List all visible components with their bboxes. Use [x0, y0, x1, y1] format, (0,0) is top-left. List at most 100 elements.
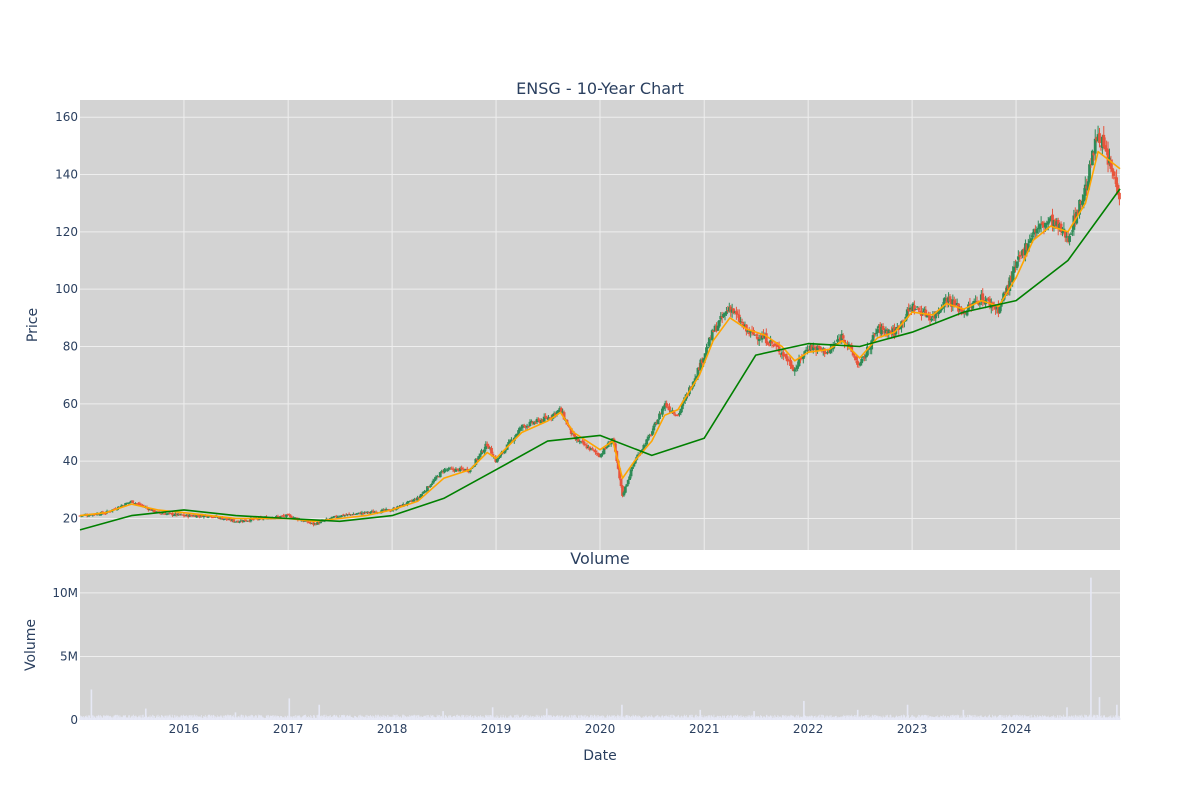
- volume-bar: [764, 716, 766, 720]
- volume-bar: [165, 715, 166, 720]
- volume-bar: [708, 715, 710, 720]
- candle-body: [290, 517, 294, 519]
- volume-bar: [1080, 716, 1082, 720]
- volume-bar: [193, 715, 195, 720]
- candle-body: [169, 513, 173, 515]
- volume-bar: [499, 717, 501, 720]
- volume-bar: [191, 715, 193, 720]
- volume-bar: [184, 715, 186, 720]
- volume-bar: [366, 717, 367, 720]
- volume-bar: [464, 717, 466, 720]
- volume-bar: [170, 717, 172, 720]
- volume-bar: [1084, 714, 1086, 720]
- candle-body: [256, 518, 260, 520]
- volume-bar: [1097, 715, 1099, 720]
- volume-bar: [526, 715, 528, 720]
- volume-bar: [395, 714, 397, 720]
- volume-bar: [170, 716, 171, 720]
- volume-bar: [932, 716, 934, 720]
- candle-body: [856, 360, 859, 365]
- volume-bar: [925, 715, 927, 720]
- candle-body: [1092, 152, 1096, 156]
- volume-bar: [290, 716, 292, 720]
- candle-body: [719, 315, 723, 320]
- candle-body: [135, 503, 139, 505]
- volume-bar: [535, 716, 537, 720]
- volume-bar: [790, 714, 792, 720]
- volume-bar: [583, 715, 585, 720]
- volume-bar: [314, 717, 316, 720]
- candle-body: [912, 305, 916, 311]
- volume-bar: [456, 714, 457, 720]
- volume-bar: [917, 714, 919, 720]
- volume-bar: [287, 715, 289, 720]
- volume-bar: [1025, 715, 1026, 720]
- volume-bar: [989, 716, 991, 720]
- candle-body: [830, 348, 834, 350]
- candle-body: [437, 476, 441, 478]
- candle-body: [1056, 219, 1060, 228]
- volume-bar: [434, 717, 436, 720]
- volume-bar: [536, 717, 538, 720]
- volume-bar: [1024, 716, 1026, 720]
- volume-bar: [824, 717, 826, 720]
- volume-bar: [719, 718, 721, 720]
- volume-bar: [429, 718, 431, 720]
- candle-body: [124, 503, 127, 507]
- volume-bar: [1002, 717, 1004, 720]
- candle-body: [843, 339, 847, 344]
- volume-bar: [884, 717, 886, 720]
- candle-body: [860, 359, 864, 364]
- volume-bar: [846, 716, 848, 720]
- volume-bar: [982, 717, 984, 720]
- volume-bar: [855, 717, 857, 720]
- candle-body: [510, 439, 513, 441]
- candle-body: [1113, 177, 1117, 179]
- candle-body: [863, 357, 866, 359]
- volume-bar: [961, 717, 963, 720]
- volume-bar: [993, 716, 994, 720]
- volume-bar: [372, 716, 374, 720]
- volume-bar: [479, 715, 481, 720]
- candle-body: [417, 497, 421, 499]
- candle-body: [578, 441, 582, 443]
- candle-body: [816, 346, 819, 352]
- volume-bar: [113, 715, 115, 720]
- candle-body: [1118, 192, 1121, 200]
- volume-bar: [1006, 717, 1008, 720]
- volume-bar: [451, 717, 453, 720]
- volume-bar: [465, 716, 466, 720]
- candle-body: [504, 450, 508, 452]
- volume-bar: [1085, 716, 1087, 720]
- volume-bar: [944, 715, 946, 720]
- candle-body: [857, 363, 861, 365]
- price-gridlines: [80, 100, 1120, 550]
- volume-bar: [1050, 717, 1052, 720]
- volume-bar: [778, 717, 780, 720]
- volume-bar: [392, 716, 394, 720]
- candle-body: [917, 307, 921, 310]
- volume-bar: [411, 715, 413, 720]
- volume-bar: [131, 717, 133, 720]
- candle-body: [1034, 229, 1037, 233]
- volume-bar: [805, 717, 807, 720]
- volume-bar: [477, 717, 478, 720]
- volume-bar: [773, 717, 775, 720]
- volume-bar: [450, 715, 452, 720]
- volume-bar: [232, 714, 234, 720]
- candle-body: [1051, 214, 1054, 227]
- candle-body: [1011, 271, 1015, 283]
- volume-bar: [638, 717, 640, 720]
- candle-body: [448, 468, 452, 470]
- volume-bar: [1070, 717, 1071, 720]
- volume-bar: [496, 715, 498, 720]
- volume-bar: [756, 716, 758, 720]
- candle-body: [656, 419, 660, 425]
- volume-bar: [937, 715, 939, 720]
- volume-bar: [380, 715, 382, 720]
- volume-bar: [485, 714, 487, 720]
- volume-bar: [513, 717, 515, 720]
- candle-body: [1004, 292, 1007, 294]
- volume-bar: [977, 716, 979, 720]
- volume-bar: [97, 715, 99, 720]
